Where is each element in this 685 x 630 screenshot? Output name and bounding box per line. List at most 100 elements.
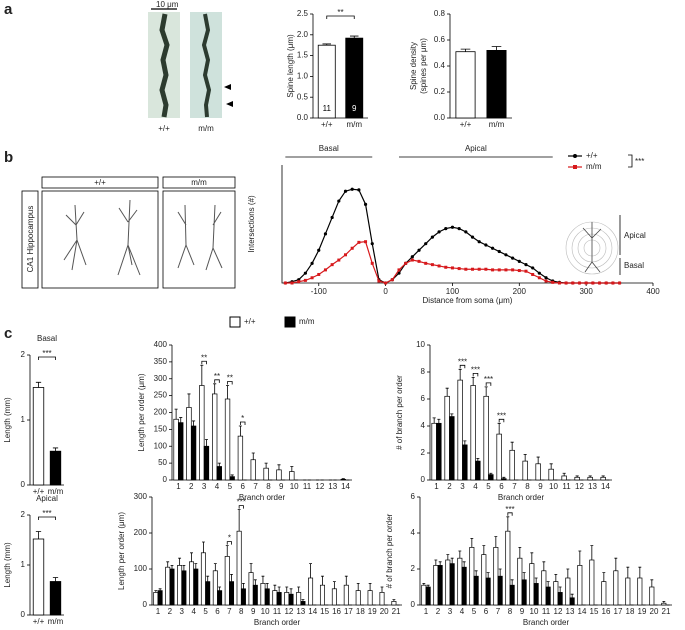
error-bar [225,545,229,557]
sig-label: ** [214,372,220,381]
marker [511,256,515,260]
region-label: Basal [319,144,339,153]
marker [444,226,448,231]
x-tick-label: +/+ [33,617,45,626]
marker [417,248,421,252]
y-tick-label: 2 [21,350,26,359]
error-bar [322,43,332,46]
marker [497,268,501,272]
marker [404,261,408,265]
sig-label: *** [505,505,514,514]
bar [637,577,643,606]
marker [437,264,441,268]
marker [410,258,414,262]
error-bar [518,547,522,559]
bar [461,566,467,606]
y-tick-label: 0.0 [434,113,446,122]
error-bar [460,48,471,52]
error-bar [213,563,217,571]
count-label: 11 [323,104,332,113]
error-bar [601,475,605,478]
error-bar [497,422,501,435]
y-axis-label: Length (mm) [3,397,12,443]
error-bar [290,466,294,472]
error-bar [650,579,654,587]
x-tick-label: 20 [380,607,389,616]
bar [565,577,571,606]
bar [264,588,270,606]
neuron-images: +/+ m/m CA1 Hippocampus [21,176,236,289]
y-tick-label: 0 [143,600,148,609]
x-tick-label: 14 [308,607,317,616]
bar [379,592,385,606]
error-bar [446,554,450,560]
sig-bracket [240,421,246,425]
y-tick-label: 0 [163,475,168,484]
x-tick-label: 18 [356,607,365,616]
bar [319,584,325,606]
bar [284,592,290,606]
x-tick-label: 15 [320,607,329,616]
error-bar [498,568,502,577]
marker [604,281,608,285]
marker [424,261,428,265]
sig-label: *** [458,357,467,366]
bar [488,474,494,481]
x-tick-label: 7 [253,482,258,491]
bar [391,601,397,606]
bar [661,602,667,606]
y-tick-label: 300 [154,374,168,383]
marker [457,226,461,231]
bar [444,395,450,481]
bar [32,538,45,616]
x-tick-label: 6 [240,482,245,491]
error-bar [536,456,540,464]
bar [505,530,511,606]
error-bar [474,570,478,577]
bar [493,547,499,606]
bar [263,467,269,481]
marker [357,188,361,192]
bar [589,559,595,606]
error-bar [458,368,462,381]
marker [384,281,388,285]
sig-label: *** [484,375,493,384]
y-tick-label: 1.0 [297,72,309,81]
sig-label: * [241,414,244,423]
bar [486,50,507,119]
error-bar [35,381,42,388]
x-tick-label: 2 [189,482,194,491]
y-axis-label: Length per order (μm) [137,373,146,451]
error-bar [510,579,514,586]
sig-bracket [238,505,244,509]
x-tick-label: m/m [48,487,64,496]
x-axis-label: Branch order [498,493,545,502]
y-tick-label: 200 [154,408,168,417]
group-label: m/m [191,178,207,187]
sig-bracket [498,418,505,423]
marker [618,281,622,285]
sholl-schematic [565,215,621,275]
bar [469,547,475,606]
x-tick-label: 4 [473,482,478,491]
bar [343,584,349,606]
marker [343,189,348,193]
bar [212,570,218,606]
marker [517,269,521,273]
error-bar [549,463,553,470]
error-bar [277,464,281,470]
y-axis-label: Spine density [409,42,418,90]
marker [344,253,348,257]
x-tick-label: 3 [448,607,453,616]
x-tick-label: 12 [575,482,584,491]
y-axis-label: Intersections (#) [247,195,256,253]
y-tick-label: 150 [154,424,168,433]
error-bar [494,536,498,548]
x-tick-label: 3 [460,482,465,491]
bar [49,450,62,486]
x-tick-label: 12 [554,607,563,616]
x-tick-label: 3 [202,482,207,491]
x-tick-label: 10 [290,482,299,491]
legend-label: m/m [299,317,315,326]
error-bar [437,418,441,424]
